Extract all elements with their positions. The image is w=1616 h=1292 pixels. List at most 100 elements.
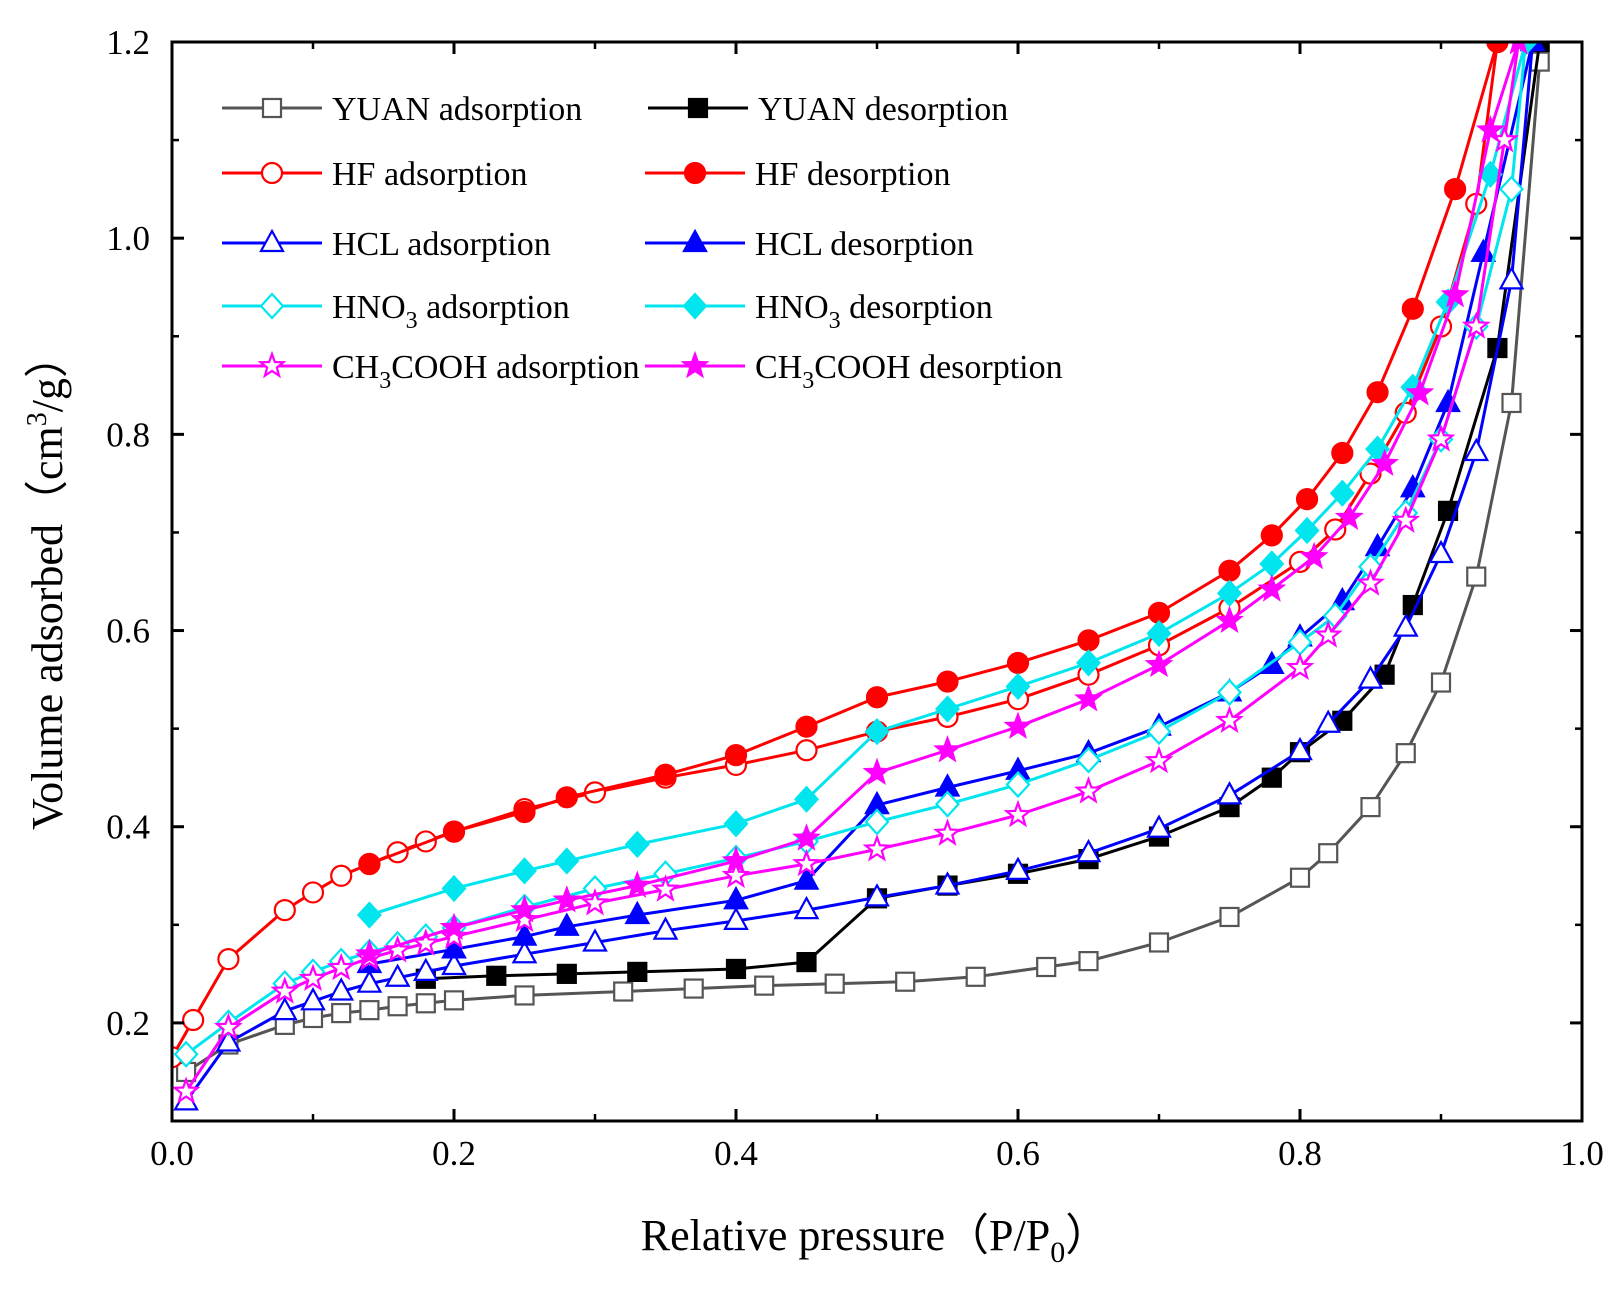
data-point-ch3cooh-desorption — [439, 912, 469, 941]
data-point-ch3cooh-adsorption — [214, 1012, 243, 1041]
data-point-ch3cooh-desorption — [355, 938, 384, 967]
data-point-yuan-adsorption — [514, 985, 535, 1006]
data-point-yuan-desorption — [725, 958, 747, 980]
data-point-hno3-desorption — [935, 695, 960, 723]
data-point-hno3-desorption — [554, 847, 580, 875]
data-point-ch3cooh-desorption — [792, 823, 821, 851]
data-point-ch3cooh-adsorption — [1215, 705, 1244, 734]
data-point-hf-desorption — [1366, 381, 1389, 404]
data-point-ch3cooh-desorption — [1074, 683, 1103, 712]
data-point-hno3-desorption — [1329, 479, 1355, 507]
data-point-ch3cooh-desorption — [1257, 574, 1287, 602]
data-point-hcl-adsorption — [582, 928, 608, 952]
data-point-hno3-desorption — [794, 785, 819, 813]
data-point-hf-desorption — [358, 852, 381, 876]
data-point-ch3cooh-desorption — [1370, 448, 1399, 477]
y-tick-label: 0.4 — [106, 808, 150, 847]
data-point-ch3cooh-adsorption — [383, 935, 412, 963]
data-point-ch3cooh-desorption — [1003, 711, 1033, 739]
data-point-ch3cooh-adsorption — [1003, 799, 1033, 828]
data-point-ch3cooh-desorption — [1215, 605, 1244, 633]
data-point-ch3cooh-adsorption — [510, 904, 539, 933]
legend-marker-yuan-desorption — [687, 97, 709, 119]
data-point-ch3cooh-adsorption — [792, 848, 821, 877]
x-axis-title: Relative pressure（P/P0） — [641, 1211, 1109, 1269]
series-hcl-adsorption — [173, 42, 1546, 1111]
series-hno3-desorption — [356, 42, 1539, 929]
data-point-hcl-desorption — [511, 922, 538, 946]
series-line-yuan-desorption — [425, 42, 1542, 981]
data-point-hf-desorption — [1260, 524, 1283, 547]
data-point-hcl-desorption — [553, 912, 580, 936]
data-point-hcl-desorption — [441, 935, 467, 959]
legend-item-hno3-desorption: HNO3 desorption — [645, 289, 993, 334]
data-point-hcl-adsorption — [511, 939, 538, 964]
data-point-hcl-adsorption — [1075, 838, 1102, 863]
data-point-hno3-desorption — [512, 857, 537, 885]
data-point-hno3-desorption — [723, 810, 749, 838]
data-point-ch3cooh-desorption — [1144, 649, 1174, 678]
legend-marker-hno3-desorption — [682, 292, 708, 320]
data-point-hcl-adsorption — [215, 1028, 242, 1052]
data-point-hf-desorption — [555, 786, 578, 809]
data-point-ch3cooh-adsorption — [651, 874, 680, 902]
data-point-yuan-adsorption — [1148, 932, 1170, 953]
data-point-ch3cooh-adsorption — [1074, 776, 1103, 804]
data-point-hcl-adsorption — [1216, 781, 1243, 805]
data-point-yuan-adsorption — [1501, 392, 1522, 414]
data-point-yuan-adsorption — [683, 978, 704, 999]
data-point-yuan-adsorption — [1360, 797, 1381, 818]
data-point-ch3cooh-adsorption — [1313, 620, 1343, 648]
data-point-yuan-adsorption — [1318, 843, 1339, 864]
legend-marker-hcl-desorption — [682, 228, 708, 253]
data-point-hcl-adsorption — [1287, 736, 1313, 761]
legend-label: HCL desorption — [755, 226, 974, 263]
data-point-hno3-desorption — [624, 830, 650, 859]
data-point-hcl-adsorption — [652, 916, 679, 940]
series-line-hf-desorption — [368, 42, 1499, 866]
data-point-hf-desorption — [1486, 42, 1509, 54]
data-point-hcl-adsorption — [412, 957, 439, 982]
y-tick-label: 1.0 — [106, 219, 150, 258]
legend-marker-ch3cooh-desorption — [680, 350, 710, 379]
legend-item-hcl-desorption: HCL desorption — [645, 226, 974, 263]
legend-marker-hcl-adsorption — [259, 228, 285, 253]
data-point-ch3cooh-desorption — [862, 757, 892, 786]
x-tick-label: 0.8 — [1278, 1134, 1322, 1173]
legend-marker-ch3cooh-adsorption — [257, 350, 287, 379]
legend-label: HNO3 adsorption — [332, 289, 570, 334]
legend-item-yuan-adsorption: YUAN adsorption — [222, 91, 582, 128]
data-point-ch3cooh-adsorption — [270, 976, 300, 1004]
legend-marker-yuan-adsorption — [261, 97, 283, 119]
data-point-hno3-adsorption — [1005, 770, 1031, 799]
data-point-hno3-desorption — [441, 874, 467, 903]
data-point-yuan-desorption — [796, 951, 817, 973]
legend-marker-hno3-adsorption — [259, 292, 285, 320]
data-point-hf-desorption — [936, 670, 959, 693]
series-line-hno3-adsorption — [185, 42, 1528, 1056]
data-point-hf-desorption — [865, 686, 889, 709]
ticks-layer: 0.0 0.2 0.4 0.6 0.8 1.0 0.2 0.4 0.6 0.8 1.0 1.2 — [106, 23, 1604, 1173]
data-point-hno3-desorption — [1217, 579, 1242, 607]
data-point-hf-desorption — [1295, 488, 1319, 511]
y-tick-label: 0.8 — [106, 415, 150, 454]
data-point-yuan-adsorption — [1466, 566, 1487, 587]
data-point-hf-adsorption — [795, 739, 818, 762]
data-point-ch3cooh-desorption — [1334, 502, 1364, 530]
data-point-hcl-adsorption — [1463, 437, 1490, 462]
data-point-yuan-adsorption — [1529, 51, 1550, 72]
legend-label: HNO3 desorption — [755, 289, 993, 334]
data-point-yuan-adsorption — [387, 996, 408, 1017]
data-point-hf-desorption — [513, 800, 536, 824]
legend-marker-hf-adsorption — [260, 161, 284, 185]
data-point-yuan-adsorption — [1219, 906, 1240, 928]
series-hf-desorption — [358, 42, 1509, 876]
data-point-ch3cooh-adsorption — [172, 1076, 201, 1104]
y-tick-label: 0.2 — [106, 1004, 150, 1043]
data-point-hf-desorption — [654, 763, 677, 786]
legend-label: HF adsorption — [332, 156, 528, 193]
data-point-hno3-desorption — [1005, 672, 1031, 701]
data-point-hcl-adsorption — [271, 996, 298, 1021]
data-point-yuan-adsorption — [415, 993, 436, 1014]
